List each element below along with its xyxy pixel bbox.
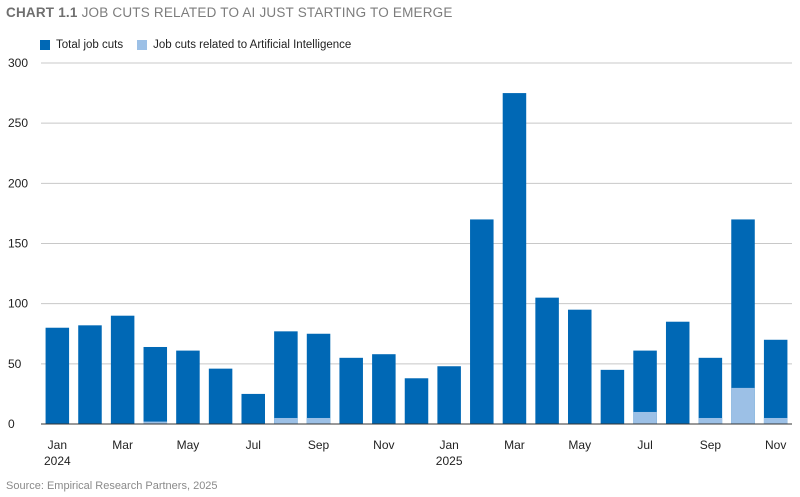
bar-total bbox=[470, 219, 494, 424]
x-tick-label: Nov bbox=[765, 438, 786, 452]
source-note: Source: Empirical Research Partners, 202… bbox=[6, 480, 218, 492]
x-tick-label: Sep bbox=[308, 438, 330, 452]
bar-total bbox=[45, 327, 70, 424]
y-tick-label: 50 bbox=[8, 357, 22, 371]
bar-total bbox=[372, 354, 396, 424]
bar-ai bbox=[143, 421, 168, 424]
legend-item-total: Total job cuts bbox=[40, 39, 123, 51]
bar-total bbox=[274, 331, 298, 424]
bar-total bbox=[176, 350, 200, 424]
bar-total bbox=[633, 350, 657, 424]
bar-ai bbox=[731, 387, 755, 424]
x-tick-label: May bbox=[568, 438, 591, 452]
bar-total bbox=[404, 378, 429, 424]
x-tick-label: Mar bbox=[112, 438, 133, 452]
bar-total bbox=[568, 309, 592, 424]
bar-total bbox=[600, 369, 625, 424]
legend-swatch-ai bbox=[137, 40, 148, 50]
bar-total bbox=[535, 297, 559, 424]
bar-ai bbox=[274, 417, 298, 424]
x-tick-label: Jan bbox=[439, 438, 458, 452]
chart-legend: Total job cuts Job cuts related to Artif… bbox=[40, 39, 365, 51]
x-tick-label: Jul bbox=[637, 438, 652, 452]
bar-ai bbox=[306, 417, 331, 424]
bar-total bbox=[78, 325, 102, 424]
x-tick-label: Nov bbox=[373, 438, 394, 452]
chart-title-text: JOB CUTS RELATED TO AI JUST STARTING TO … bbox=[81, 5, 453, 20]
y-tick-label: 300 bbox=[8, 56, 28, 70]
bar-total bbox=[208, 368, 233, 424]
bar-total bbox=[763, 339, 788, 424]
legend-label-total: Total job cuts bbox=[56, 39, 124, 51]
legend-swatch-total bbox=[40, 40, 50, 50]
bar-total bbox=[437, 366, 461, 424]
x-year-label: 2025 bbox=[436, 454, 463, 468]
x-year-label: 2024 bbox=[44, 454, 71, 468]
x-tick-label: Jan bbox=[48, 438, 67, 452]
bar-total bbox=[143, 346, 168, 424]
y-tick-label: 150 bbox=[8, 237, 28, 251]
y-tick-label: 200 bbox=[8, 176, 28, 190]
legend-label-ai: Job cuts related to Artificial Intellige… bbox=[153, 39, 352, 51]
chart-title: CHART 1.1 JOB CUTS RELATED TO AI JUST STA… bbox=[6, 5, 453, 20]
x-tick-label: Jul bbox=[246, 438, 261, 452]
bar-total bbox=[502, 93, 527, 424]
bar-ai bbox=[763, 417, 788, 424]
bar-total bbox=[339, 357, 363, 424]
bar-total bbox=[306, 333, 331, 424]
bar-total bbox=[731, 219, 755, 424]
y-tick-label: 0 bbox=[8, 417, 15, 431]
bar-ai bbox=[698, 417, 723, 424]
y-tick-label: 250 bbox=[8, 116, 28, 130]
legend-item-ai: Job cuts related to Artificial Intellige… bbox=[137, 39, 351, 51]
bar-total bbox=[665, 321, 690, 424]
bar-total bbox=[110, 315, 135, 424]
bar-total bbox=[241, 393, 265, 424]
y-tick-label: 100 bbox=[8, 297, 28, 311]
x-tick-label: Mar bbox=[504, 438, 525, 452]
x-tick-label: May bbox=[177, 438, 200, 452]
chart-number: CHART 1.1 bbox=[6, 5, 78, 20]
x-tick-label: Sep bbox=[700, 438, 722, 452]
bar-total bbox=[698, 357, 723, 424]
bar-ai bbox=[633, 411, 657, 424]
